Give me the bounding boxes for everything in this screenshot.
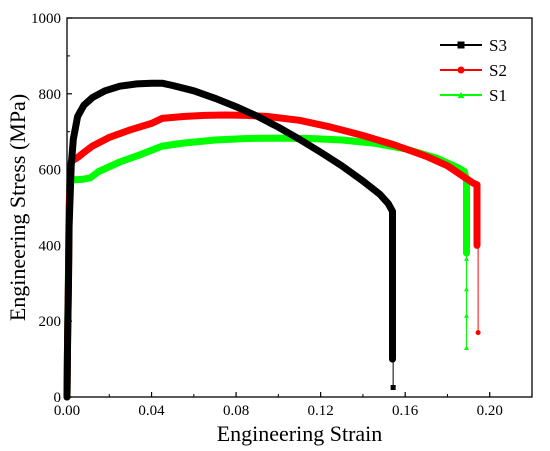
series-line-s1 [63,134,470,401]
fracture-point-s1 [463,286,469,292]
y-axis-title: Engineering Stress (MPa) [5,94,30,321]
legend-item-s1: S1 [440,86,507,105]
x-tick-label: 0.08 [223,403,249,419]
x-tick-label: 0.16 [392,403,419,419]
legend-label: S2 [489,61,507,80]
plot-frame [66,17,533,398]
x-tick-label: 0.04 [138,403,165,419]
y-tick-label: 0 [54,390,62,406]
fracture-point-s2 [475,330,481,336]
x-tick-label: 0.12 [308,403,334,419]
x-tick-label: 0.20 [477,403,503,419]
x-tick-label: 0.00 [54,403,80,419]
y-tick-label: 200 [39,314,62,330]
legend: S3 S2 S1 [440,36,507,105]
legend-item-s3: S3 [440,36,507,55]
legend-marker [457,41,465,49]
legend-label: S3 [489,36,507,55]
series-s1 [63,134,470,401]
x-axis-title: Engineering Strain [217,421,383,446]
series-layer [63,79,481,401]
y-tick-label: 400 [39,238,62,254]
legend-marker [457,66,465,74]
y-tick-label: 600 [39,163,62,179]
fracture-point-s1 [463,313,469,318]
fracture-point-s3 [390,273,396,279]
fracture-point-s3 [390,385,396,391]
fracture-point-s3 [390,242,396,248]
y-tick-label: 1000 [31,11,61,27]
fracture-point-s3 [390,297,396,303]
legend-marker [457,91,465,99]
legend-label: S1 [489,86,507,105]
y-tick-label: 800 [39,87,62,103]
series-s3 [63,79,396,401]
axis-ticks: 0.00 0.04 0.08 0.12 0.16 0.20 0 200 400 600 800 100… [31,11,503,419]
legend-item-s2: S2 [440,61,507,80]
fracture-point-s1 [463,256,469,261]
fracture-point-s1 [463,345,469,350]
series-line-s3 [63,79,396,401]
